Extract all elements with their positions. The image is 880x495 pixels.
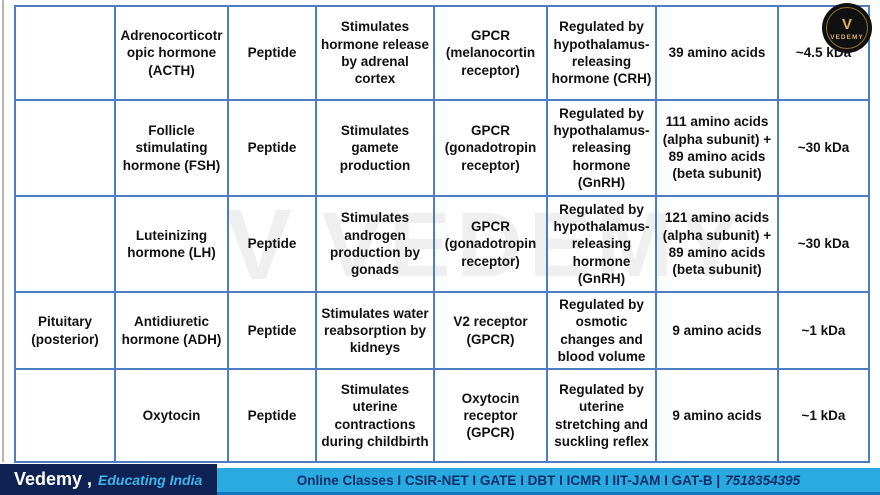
cell-regulation: Regulated by hypothalamus-releasing horm…: [546, 195, 657, 293]
vedemy-logo: V VEDEMY: [822, 3, 872, 53]
cell-type: Peptide: [227, 99, 317, 197]
cell-size: 39 amino acids: [655, 5, 779, 101]
cell-hormone: Adrenocorticotropic hormone (ACTH): [114, 5, 229, 101]
cell-function: Stimulates hormone release by adrenal co…: [315, 5, 435, 101]
brand-name: Vedemy ,: [14, 469, 93, 489]
cell-function: Stimulates water reabsorption by kidneys: [315, 291, 435, 370]
cell-gland: [14, 5, 116, 101]
table-row: Pituitary (posterior) Antidiuretic hormo…: [14, 291, 870, 370]
cell-gland: [14, 99, 116, 197]
cell-hormone: Luteinizing hormone (LH): [114, 195, 229, 293]
footer-courses-text: Online Classes I CSIR-NET I GATE I DBT I…: [296, 472, 721, 488]
cell-function: Stimulates gamete production: [315, 99, 435, 197]
cell-receptor: GPCR (gonadotropin receptor): [433, 99, 548, 197]
cell-type: Peptide: [227, 5, 317, 101]
cell-receptor: GPCR (gonadotropin receptor): [433, 195, 548, 293]
logo-ring: [826, 7, 868, 49]
table-row: Luteinizing hormone (LH) Peptide Stimula…: [14, 195, 870, 293]
hormone-table: Adrenocorticotropic hormone (ACTH) Pepti…: [14, 5, 870, 463]
footer-phone-number: 7518354395: [725, 472, 801, 488]
cell-hormone: Antidiuretic hormone (ADH): [114, 291, 229, 370]
cell-weight: ~30 kDa: [777, 195, 870, 293]
slide-edge-line: [2, 0, 4, 462]
brand-tagline: Educating India: [98, 471, 203, 488]
cell-weight: ~30 kDa: [777, 99, 870, 197]
cell-size: 121 amino acids (alpha subunit) + 89 ami…: [655, 195, 779, 293]
cell-size: 9 amino acids: [655, 291, 779, 370]
cell-weight: ~1 kDa: [777, 291, 870, 370]
cell-gland: [14, 195, 116, 293]
cell-receptor: Oxytocin receptor (GPCR): [433, 368, 548, 463]
table-row: Follicle stimulating hormone (FSH) Pepti…: [14, 99, 870, 197]
cell-type: Peptide: [227, 195, 317, 293]
cell-size: 111 amino acids (alpha subunit) + 89 ami…: [655, 99, 779, 197]
cell-hormone: Follicle stimulating hormone (FSH): [114, 99, 229, 197]
footer-info-bar: Online Classes I CSIR-NET I GATE I DBT I…: [217, 468, 880, 495]
cell-regulation: Regulated by hypothalamus-releasing horm…: [546, 99, 657, 197]
cell-regulation: Regulated by osmotic changes and blood v…: [546, 291, 657, 370]
cell-function: Stimulates androgen production by gonads: [315, 195, 435, 293]
cell-regulation: Regulated by hypothalamus-releasing horm…: [546, 5, 657, 101]
cell-function: Stimulates uterine contractions during c…: [315, 368, 435, 463]
cell-size: 9 amino acids: [655, 368, 779, 463]
cell-regulation: Regulated by uterine stretching and suck…: [546, 368, 657, 463]
table-row: Adrenocorticotropic hormone (ACTH) Pepti…: [14, 5, 870, 101]
cell-weight: ~1 kDa: [777, 368, 870, 463]
cell-gland: [14, 368, 116, 463]
cell-type: Peptide: [227, 368, 317, 463]
footer-brand-box: Vedemy , Educating India: [0, 464, 217, 495]
cell-hormone: Oxytocin: [114, 368, 229, 463]
cell-gland: Pituitary (posterior): [14, 291, 116, 370]
cell-receptor: V2 receptor (GPCR): [433, 291, 548, 370]
cell-type: Peptide: [227, 291, 317, 370]
cell-receptor: GPCR (melanocortin receptor): [433, 5, 548, 101]
table-row: Oxytocin Peptide Stimulates uterine cont…: [14, 368, 870, 463]
